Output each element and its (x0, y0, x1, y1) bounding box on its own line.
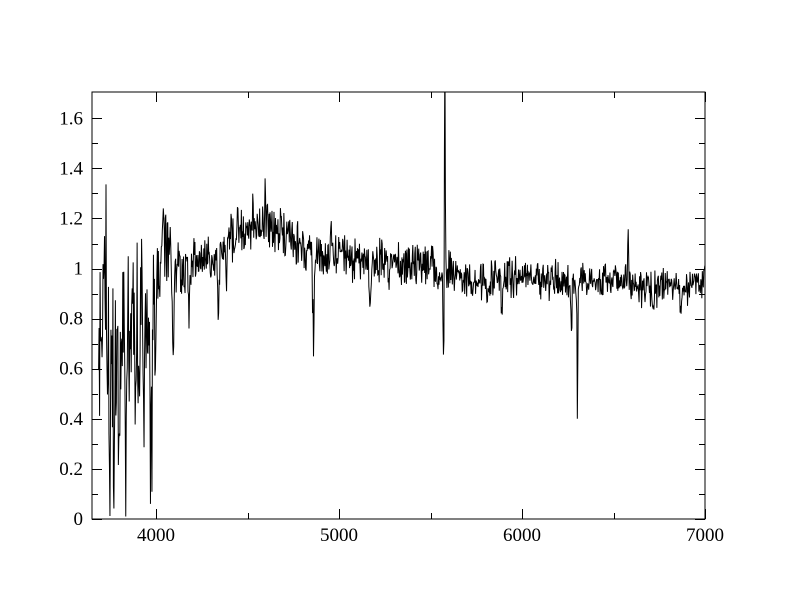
axes-group (91, 91, 706, 520)
y-tick-label: 0.8 (59, 309, 83, 330)
plot-frame (91, 91, 706, 520)
y-tick-label: 1.4 (59, 158, 83, 179)
y-tick-label: 1 (74, 259, 84, 280)
data-series-line (98, 92, 705, 517)
x-tick-label: 5000 (320, 525, 358, 546)
y-tick-label: 1.2 (59, 208, 83, 229)
y-tick-label: 1.6 (59, 108, 83, 129)
y-tick-label: 0 (74, 509, 84, 530)
y-tick-label: 0.2 (59, 459, 83, 480)
x-tick-label: 4000 (137, 525, 175, 546)
x-tick-label: 7000 (686, 525, 724, 546)
x-tick-label: 6000 (503, 525, 541, 546)
y-tick-label: 0.4 (59, 409, 83, 430)
y-tick-label: 0.6 (59, 359, 83, 380)
